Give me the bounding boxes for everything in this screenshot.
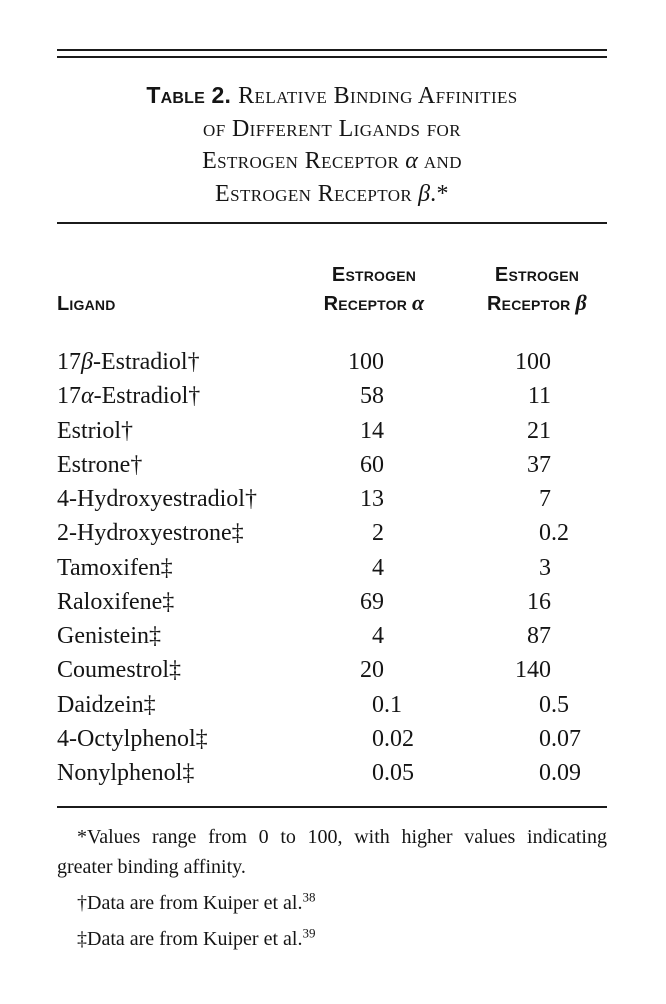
column-header-row: Ligand Estrogen Receptor α Estrogen Recep… <box>0 256 666 318</box>
greek-letter: α <box>81 383 94 410</box>
table-row: Nonylphenol‡ 0.05 0.09 <box>0 756 666 790</box>
footnote-divider-rule <box>57 806 607 808</box>
table-row: Daidzein‡ 0.1 0.5 <box>0 688 666 722</box>
table-row: Coumestrol‡ 20 140 <box>0 653 666 687</box>
er-beta-value-cell: 0.09 <box>539 760 581 786</box>
table-row: 2-Hydroxyestrone‡ 2 0.2 <box>0 516 666 550</box>
column-header-er-beta: Estrogen Receptor β <box>487 262 587 318</box>
er-alpha-value-cell: 13 <box>360 486 384 512</box>
er-alpha-value-cell: 60 <box>360 451 384 478</box>
table-row: Raloxifene‡ 69 16 <box>0 585 666 619</box>
er-beta-value-cell: 0.5 <box>539 691 569 718</box>
ligand-name-cell: Daidzein‡ <box>57 691 156 718</box>
footnote-dagger: †Data are from Kuiper et al.38 <box>77 889 316 914</box>
ligand-name-cell: 17α-Estradiol† <box>57 383 201 410</box>
top-double-rule <box>57 49 607 58</box>
title-text-4b: .* <box>430 180 449 207</box>
er-alpha-value-cell: 69 <box>360 588 384 615</box>
table-row: 17α-Estradiol† 58 11 <box>0 379 666 413</box>
er-beta-value-cell: 3 <box>539 554 551 581</box>
table-row: Tamoxifen‡ 4 3 <box>0 551 666 585</box>
er-alpha-value-cell: 0.02 <box>372 725 414 752</box>
table-row: 4-Hydroxyestradiol† 13 7 <box>0 482 666 516</box>
title-text-3b: and <box>423 148 462 174</box>
ligand-name-cell: Nonylphenol‡ <box>57 760 195 786</box>
er-alpha-header-line2: Receptor α <box>323 290 425 315</box>
er-beta-value-cell: 0.07 <box>539 725 581 752</box>
title-line-4: Estrogen Receptor β.* <box>57 178 607 211</box>
footnotes: *Values range from 0 to 100, with higher… <box>57 822 607 960</box>
er-beta-value-cell: 11 <box>527 383 551 410</box>
ligand-name-cell: Raloxifene‡ <box>57 588 175 615</box>
table-title: Table 2. Relative Binding Affinities of D… <box>57 79 607 210</box>
er-beta-value-cell: 21 <box>527 417 551 444</box>
er-alpha-value-cell: 100 <box>348 349 384 375</box>
table-body: 17β-Estradiol† 100 100 17α-Estradiol† 58 11 Es… <box>0 345 666 790</box>
beta-symbol: β <box>575 290 587 315</box>
ligand-name-cell: 2-Hydroxyestrone‡ <box>57 520 244 547</box>
title-line-3: Estrogen Receptor α and <box>57 145 607 178</box>
er-alpha-value-cell: 0.1 <box>372 691 402 718</box>
title-divider-rule <box>57 222 607 224</box>
title-line-1: Table 2. Relative Binding Affinities <box>57 79 607 113</box>
er-beta-header-line1: Estrogen <box>494 264 580 286</box>
er-beta-header-line2: Receptor β <box>487 290 587 315</box>
er-beta-value-cell: 7 <box>539 486 551 512</box>
alpha-symbol: α <box>405 148 418 174</box>
greek-letter: β <box>81 349 93 375</box>
er-alpha-value-cell: 0.05 <box>372 760 414 786</box>
er-beta-value-cell: 16 <box>527 588 551 615</box>
ligand-name-cell: Coumestrol‡ <box>57 657 181 684</box>
ligand-name-cell: Tamoxifen‡ <box>57 554 173 581</box>
er-beta-value-cell: 37 <box>527 451 551 478</box>
table-row: 4-Octylphenol‡ 0.02 0.07 <box>0 722 666 756</box>
table-row: 17β-Estradiol† 100 100 <box>0 345 666 379</box>
er-alpha-value-cell: 2 <box>372 520 384 547</box>
reference-superscript-39: 39 <box>302 925 316 941</box>
ligand-name-cell: Genistein‡ <box>57 623 161 649</box>
table-number-label: Table 2. <box>146 82 232 108</box>
beta-symbol: β <box>418 180 431 207</box>
ligand-name-cell: 4-Hydroxyestradiol† <box>57 486 257 512</box>
er-alpha-value-cell: 20 <box>360 657 384 684</box>
footnote-values-range: *Values range from 0 to 100, with higher… <box>57 826 607 878</box>
er-alpha-value-cell: 14 <box>360 417 384 444</box>
table-row: Estriol† 14 21 <box>0 414 666 448</box>
ligand-name-cell: Estriol† <box>57 417 133 444</box>
title-text-4: Estrogen Receptor <box>215 180 413 207</box>
er-alpha-value-cell: 4 <box>372 623 384 649</box>
ligand-name-cell: 4-Octylphenol‡ <box>57 725 208 752</box>
er-beta-value-cell: 87 <box>527 623 551 649</box>
er-alpha-value-cell: 4 <box>372 554 384 581</box>
er-alpha-value-cell: 58 <box>360 383 384 410</box>
ligand-name-cell: 17β-Estradiol† <box>57 349 200 375</box>
column-header-er-alpha: Estrogen Receptor α <box>324 262 425 318</box>
reference-superscript-38: 38 <box>302 889 316 905</box>
title-text-1: Relative Binding Affinities <box>238 83 518 109</box>
table-row: Genistein‡ 4 87 <box>0 619 666 653</box>
title-line-2: of Different Ligands for <box>203 115 461 142</box>
table-row: Estrone† 60 37 <box>0 448 666 482</box>
er-beta-value-cell: 100 <box>515 349 551 375</box>
er-beta-value-cell: 140 <box>515 657 551 684</box>
ligand-name-cell: Estrone† <box>57 451 143 478</box>
alpha-symbol: α <box>412 290 425 315</box>
column-header-ligand: Ligand <box>57 293 116 315</box>
er-alpha-header-line1: Estrogen <box>331 264 417 286</box>
title-text-3: Estrogen Receptor <box>202 148 400 174</box>
er-beta-value-cell: 0.2 <box>539 520 569 547</box>
footnote-double-dagger: ‡Data are from Kuiper et al.39 <box>77 925 316 950</box>
